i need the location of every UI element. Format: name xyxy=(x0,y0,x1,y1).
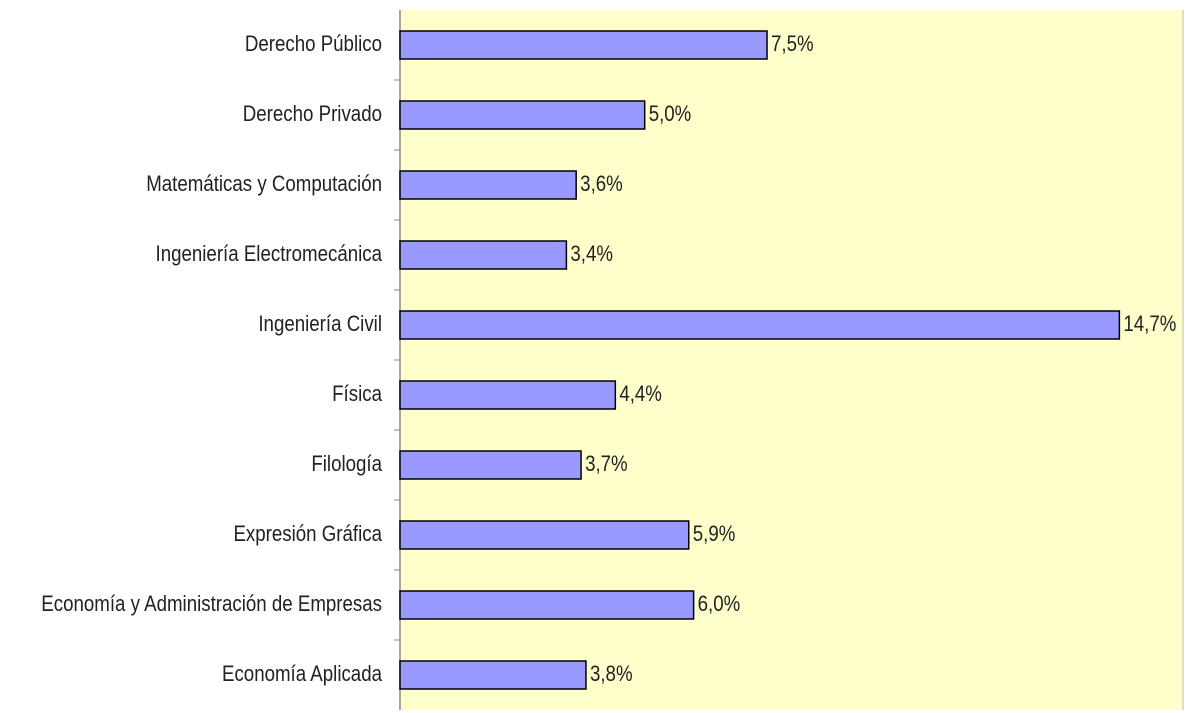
data-label: 3,4% xyxy=(570,242,613,266)
bar xyxy=(399,660,587,690)
data-label: 3,7% xyxy=(585,452,628,476)
data-label: 5,9% xyxy=(693,522,736,546)
category-label: Expresión Gráfica xyxy=(233,522,382,546)
data-label: 3,6% xyxy=(580,172,623,196)
category-label: Economía y Administración de Empresas xyxy=(41,592,382,616)
category-label: Economía Aplicada xyxy=(222,662,383,686)
category-label: Derecho Público xyxy=(245,32,382,56)
category-label: Filología xyxy=(311,452,382,476)
bar xyxy=(399,380,617,410)
bar xyxy=(399,450,582,480)
data-label: 5,0% xyxy=(649,102,692,126)
bar xyxy=(399,30,768,60)
data-label: 3,8% xyxy=(590,662,633,686)
category-label: Ingeniería Electromecánica xyxy=(156,242,383,266)
data-label: 7,5% xyxy=(771,32,814,56)
data-label: 14,7% xyxy=(1123,312,1176,336)
data-label: 6,0% xyxy=(698,592,741,616)
bar xyxy=(399,100,646,130)
category-label: Ingeniería Civil xyxy=(258,312,382,336)
category-label: Matemáticas y Computación xyxy=(146,172,382,196)
bar xyxy=(399,310,1121,340)
bar xyxy=(399,240,568,270)
category-label: Física xyxy=(332,382,382,406)
data-label: 4,4% xyxy=(619,382,662,406)
bar xyxy=(399,520,690,550)
category-label: Derecho Privado xyxy=(243,102,382,126)
bar xyxy=(399,590,695,620)
bar xyxy=(399,170,577,200)
